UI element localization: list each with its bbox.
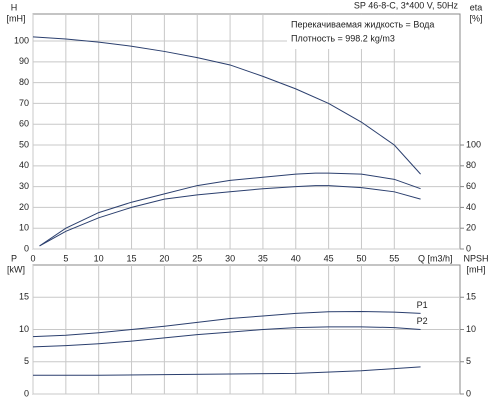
y2-axis-label: NPSH <box>463 253 488 263</box>
y2-tick-label: 5 <box>466 356 471 366</box>
x-tick-label: 5 <box>63 253 68 263</box>
y-tick-label: 0 <box>24 388 29 398</box>
x-tick-label: 45 <box>324 253 334 263</box>
y-tick-label: 70 <box>19 98 29 108</box>
y2-tick-label: 80 <box>466 160 476 170</box>
y2-tick-label: 60 <box>466 181 476 191</box>
y-tick-label: 80 <box>19 77 29 87</box>
y2-tick-label: 0 <box>466 388 471 398</box>
y2-axis-label: eta <box>470 2 483 12</box>
x-tick-label: 30 <box>225 253 235 263</box>
y2-tick-label: 40 <box>466 202 476 212</box>
y-tick-label: 100 <box>14 35 29 45</box>
y-tick-label: 10 <box>19 324 29 334</box>
curve <box>33 366 421 376</box>
y-tick-label: 30 <box>19 181 29 191</box>
y2-tick-label: 15 <box>466 292 476 302</box>
y-tick-label: 40 <box>19 160 29 170</box>
header-line: Плотность = 998.2 kg/m3 <box>291 33 395 43</box>
y-axis-unit: [mH] <box>7 13 26 23</box>
x-tick-label: 25 <box>192 253 202 263</box>
series-label: P2 <box>417 316 428 326</box>
y-tick-label: 20 <box>19 202 29 212</box>
x-tick-label: 20 <box>159 253 169 263</box>
x-tick-label: 0 <box>30 253 35 263</box>
y-tick-label: 10 <box>19 223 29 233</box>
series-label: P1 <box>417 300 428 310</box>
header-box <box>287 15 459 49</box>
y-tick-label: 0 <box>24 243 29 253</box>
x-tick-label: 35 <box>258 253 268 263</box>
header-line: Перекачиваемая жидкость = Вода <box>291 19 434 29</box>
header-title: SP 46-8-C, 3*400 V, 50Hz <box>354 0 459 10</box>
y2-tick-label: 0 <box>466 243 471 253</box>
x-tick-label: 55 <box>389 253 399 263</box>
y-tick-label: 15 <box>19 292 29 302</box>
y2-tick-label: 100 <box>466 139 481 149</box>
curve <box>32 326 421 348</box>
y2-axis-unit: [mH] <box>467 264 486 274</box>
x-tick-label: 15 <box>127 253 137 263</box>
x-axis-label: Q [m3/h] <box>418 253 453 263</box>
curve <box>39 185 421 247</box>
y2-tick-label: 20 <box>466 223 476 233</box>
x-tick-label: 40 <box>291 253 301 263</box>
y2-axis-unit: [%] <box>469 13 482 23</box>
y-axis-label: P <box>11 253 17 263</box>
curve <box>39 172 421 247</box>
curve <box>32 36 421 175</box>
y-tick-label: 60 <box>19 119 29 129</box>
y-tick-label: 90 <box>19 56 29 66</box>
y-axis-unit: [kW] <box>7 264 25 274</box>
y-axis-label: H <box>11 2 18 12</box>
y-tick-label: 5 <box>24 356 29 366</box>
y-tick-label: 50 <box>19 139 29 149</box>
x-tick-label: 10 <box>94 253 104 263</box>
curve <box>32 310 421 338</box>
x-tick-label: 50 <box>356 253 366 263</box>
y2-tick-label: 10 <box>466 324 476 334</box>
